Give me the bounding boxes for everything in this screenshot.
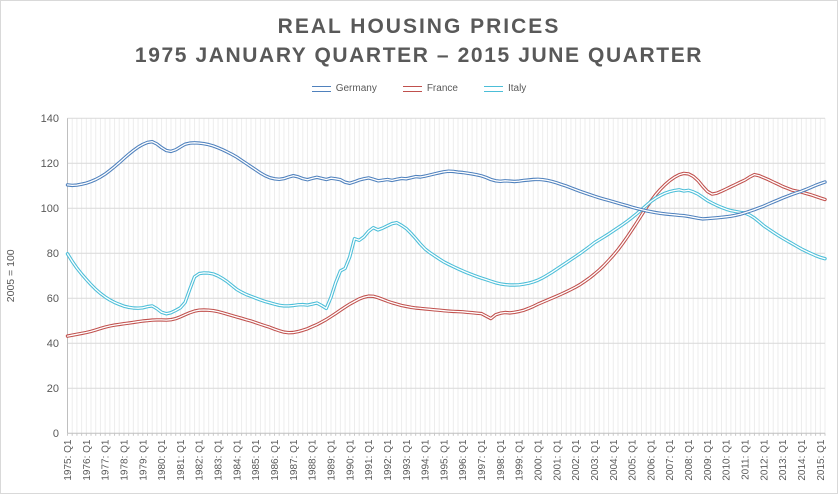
x-tick-label: 2003: Q1 — [590, 439, 601, 481]
y-tick-label: 120 — [41, 158, 59, 170]
x-tick-label: 1997: Q1 — [477, 439, 488, 481]
x-tick-label: 2014: Q1 — [797, 439, 808, 481]
x-tick-label: 2004: Q1 — [609, 439, 620, 481]
chart-title-line2: 1975 JANUARY QUARTER – 2015 JUNE QUARTER — [134, 44, 704, 67]
chart-title-line1: REAL HOUSING PRICES — [277, 15, 561, 38]
x-tick-label: 1991: Q1 — [364, 439, 375, 481]
x-tick-label: 2015: Q1 — [816, 439, 827, 481]
x-tick-label: 1986: Q1 — [270, 439, 281, 481]
x-tick-label: 1999: Q1 — [515, 439, 526, 481]
x-tick-label: 1978: Q1 — [120, 439, 131, 481]
y-axis-title: 2005 = 100 — [5, 249, 17, 302]
y-tick-label: 140 — [41, 113, 59, 125]
x-tick-label: 2006: Q1 — [646, 439, 657, 481]
x-tick-label: 1998: Q1 — [496, 439, 507, 481]
x-tick-label: 2008: Q1 — [684, 439, 695, 481]
italy-line-swatch-icon — [483, 85, 503, 92]
x-tick-label: 2009: Q1 — [703, 439, 714, 481]
x-tick-label: 1982: Q1 — [195, 439, 206, 481]
series-line-france — [65, 171, 827, 338]
x-tick-label: 2005: Q1 — [628, 439, 639, 481]
x-tick-label: 1981: Q1 — [176, 439, 187, 481]
x-tick-label: 2012: Q1 — [759, 439, 770, 481]
x-tick-label: 2010: Q1 — [722, 439, 733, 481]
x-tick-label: 1983: Q1 — [214, 439, 225, 481]
legend-label-germany: Germany — [335, 83, 377, 94]
legend-label-italy: Italy — [507, 83, 527, 94]
series-line-highlight-germany — [66, 141, 826, 220]
x-tick-label: 1989: Q1 — [327, 439, 338, 481]
y-tick-label: 100 — [41, 203, 59, 215]
france-line-swatch-icon — [402, 85, 422, 92]
x-tick-label: 1987: Q1 — [289, 439, 300, 481]
x-tick-label: 1976: Q1 — [82, 439, 93, 481]
series-line-highlight-italy — [66, 189, 826, 315]
y-tick-label: 40 — [47, 338, 59, 350]
legend: Germany France Italy — [1, 83, 837, 94]
y-tick-label: 80 — [47, 248, 59, 260]
x-tick-label: 2013: Q1 — [778, 439, 789, 481]
x-tick-label: 2000: Q1 — [534, 439, 545, 481]
x-tick-label: 1988: Q1 — [308, 439, 319, 481]
series-line-germany — [65, 140, 827, 221]
x-tick-label: 1985: Q1 — [251, 439, 262, 481]
y-tick-label: 0 — [53, 428, 59, 440]
series-line-highlight-france — [66, 172, 826, 337]
x-tick-label: 1975: Q1 — [63, 439, 74, 481]
y-tick-label: 20 — [47, 383, 59, 395]
x-tick-label: 2007: Q1 — [665, 439, 676, 481]
x-tick-label: 1990: Q1 — [345, 439, 356, 481]
x-tick-label: 1980: Q1 — [157, 439, 168, 481]
x-tick-label: 1984: Q1 — [232, 439, 243, 481]
x-tick-label: 1992: Q1 — [383, 439, 394, 481]
x-tick-label: 1977: Q1 — [101, 439, 112, 481]
x-tick-label: 2001: Q1 — [552, 439, 563, 481]
chart-title: REAL HOUSING PRICES 1975 JANUARY QUARTER… — [1, 12, 837, 70]
x-tick-label: 2011: Q1 — [741, 439, 752, 480]
x-tick-label: 2002: Q1 — [571, 439, 582, 481]
x-tick-label: 1996: Q1 — [458, 439, 469, 481]
y-tick-label: 60 — [47, 293, 59, 305]
legend-item-germany[interactable]: Germany — [311, 83, 377, 94]
x-tick-label: 1979: Q1 — [138, 439, 149, 481]
legend-item-italy[interactable]: Italy — [483, 83, 527, 94]
x-tick-label: 1994: Q1 — [421, 439, 432, 481]
germany-line-swatch-icon — [311, 85, 331, 92]
x-tick-label: 1995: Q1 — [439, 439, 450, 481]
legend-label-france: France — [426, 83, 458, 94]
legend-item-france[interactable]: France — [402, 83, 458, 94]
x-tick-label: 1993: Q1 — [402, 439, 413, 481]
